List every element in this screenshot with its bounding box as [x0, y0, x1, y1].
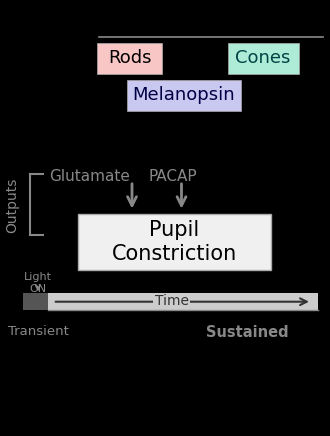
- Text: Time: Time: [154, 294, 189, 308]
- FancyBboxPatch shape: [127, 80, 241, 111]
- Text: Rods: Rods: [108, 49, 151, 68]
- FancyBboxPatch shape: [23, 293, 318, 310]
- FancyBboxPatch shape: [97, 43, 162, 74]
- Text: Sustained: Sustained: [206, 325, 289, 340]
- FancyBboxPatch shape: [23, 293, 48, 310]
- Text: Transient: Transient: [8, 325, 68, 338]
- Text: Light
ON: Light ON: [24, 272, 52, 294]
- Text: Melanopsin: Melanopsin: [133, 86, 235, 105]
- Text: Pupil
Constriction: Pupil Constriction: [112, 220, 237, 264]
- Text: Cones: Cones: [236, 49, 291, 68]
- Text: PACAP: PACAP: [148, 169, 197, 184]
- FancyBboxPatch shape: [78, 214, 271, 270]
- Text: Outputs: Outputs: [6, 177, 19, 233]
- Text: Glutamate: Glutamate: [50, 169, 130, 184]
- FancyBboxPatch shape: [228, 43, 299, 74]
